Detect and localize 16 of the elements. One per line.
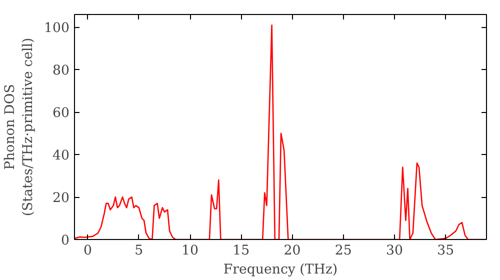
y-tick-label: 20 xyxy=(52,191,70,206)
x-tick-label: 25 xyxy=(334,244,352,258)
y-tick-label: 40 xyxy=(52,148,70,164)
y-tick-label: 80 xyxy=(52,64,70,79)
y-tick-label: 60 xyxy=(52,106,70,122)
y-axis-title: Phonon DOS (States/THz·primitive cell) xyxy=(3,38,36,216)
x-tick-label: 30 xyxy=(386,244,403,258)
x-tick-label: 15 xyxy=(232,244,250,258)
x-tick-label: 20 xyxy=(284,244,301,258)
x-tick-label: 10 xyxy=(182,244,199,258)
y-tick-label: 100 xyxy=(44,21,70,36)
y-tick-label: 0 xyxy=(61,234,70,248)
x-tick-label: 0 xyxy=(84,244,92,258)
x-tick-label: 35 xyxy=(437,244,454,258)
x-tick-label: 5 xyxy=(134,244,144,258)
x-axis-title: Frequency (THz) xyxy=(223,262,338,278)
